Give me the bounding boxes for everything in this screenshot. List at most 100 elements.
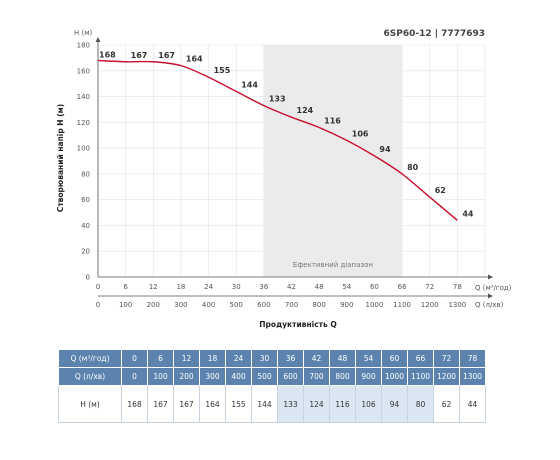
x2-axis-arrow: [488, 293, 493, 299]
table-cell: 155: [225, 385, 252, 423]
y-axis-arrow: [95, 37, 101, 42]
x-tick-labels-lmin: 0 100 200 300 400 500 600 700 800 900 1000 1100 1200…: [96, 301, 467, 309]
efficient-range-band: [263, 45, 403, 277]
table-cell: 6: [147, 349, 174, 368]
table-cell: 24: [225, 349, 252, 368]
data-label: 94: [379, 145, 391, 154]
y-tick-labels: 0 20 40 60 80 100 120 140 160 180: [77, 42, 90, 282]
data-labels: 168 167 167 164 155 144 133 124 116 106 94 80 62 44: [99, 50, 474, 218]
table-cell: 300: [199, 367, 226, 386]
table-row: Q (л/хв) 0 100 200 300 400 500 600 700 800 900 1000…: [58, 367, 486, 386]
x2-tick-label: 700: [285, 301, 298, 309]
y-axis-title: Створюваний напір Н (м): [56, 104, 65, 212]
table-cell: 42: [303, 349, 330, 368]
y-tick-label: 160: [77, 67, 90, 75]
x-tick-label: 30: [232, 283, 241, 291]
data-label: 133: [269, 95, 286, 104]
table-cell: 44: [459, 385, 486, 423]
table-cell: 116: [329, 385, 356, 423]
y-tick-label: 20: [81, 248, 90, 256]
table-cell: 200: [173, 367, 200, 386]
table-cell: 54: [355, 349, 382, 368]
x2-tick-label: 400: [202, 301, 215, 309]
x2-tick-label: 0: [96, 301, 100, 309]
x-tick-label: 36: [259, 283, 268, 291]
data-label: 44: [462, 209, 474, 218]
y-tick-label: 120: [77, 119, 90, 127]
data-label: 62: [435, 186, 446, 195]
x2-tick-label: 900: [340, 301, 353, 309]
table-cell: 1200: [433, 367, 460, 386]
table-cell: 94: [381, 385, 408, 423]
table-cell: 700: [303, 367, 330, 386]
table-cell: 106: [355, 385, 382, 423]
table-cell: 400: [225, 367, 252, 386]
table-cell: 144: [251, 385, 278, 423]
data-label: 167: [158, 51, 175, 60]
data-label: 167: [131, 51, 148, 60]
table-cell: 133: [277, 385, 304, 423]
y-tick-label: 180: [77, 42, 90, 50]
x2-tick-label: 300: [174, 301, 187, 309]
data-label: 155: [214, 66, 231, 75]
performance-table: Q (м³/год) 0 6 12 18 24 30 36 42 48 54 60 66 72 78 Q (л…: [58, 349, 486, 423]
row-label: Q (л/хв): [58, 367, 122, 386]
data-label: 164: [186, 55, 203, 64]
x-tick-labels-m3h: 0 6 12 18 24 30 36 42 48 54 60 66 72 78: [96, 283, 462, 291]
table-cell: 36: [277, 349, 304, 368]
data-label: 124: [297, 106, 314, 115]
data-label: 106: [352, 129, 369, 138]
row-label: Н (м): [58, 385, 122, 423]
table-cell: 1000: [381, 367, 408, 386]
table-cell: 66: [407, 349, 434, 368]
table-cell: 167: [173, 385, 200, 423]
x-tick-label: 18: [176, 283, 185, 291]
table-cell: 80: [407, 385, 434, 423]
x-tick-label: 12: [149, 283, 158, 291]
table-cell: 18: [199, 349, 226, 368]
table-cell: 124: [303, 385, 330, 423]
table-cell: 500: [251, 367, 278, 386]
data-label: 116: [324, 116, 341, 125]
x-tick-label: 78: [453, 283, 462, 291]
table-cell: 48: [329, 349, 356, 368]
x-tick-label: 60: [370, 283, 379, 291]
x-tick-label: 6: [123, 283, 128, 291]
table-cell: 800: [329, 367, 356, 386]
row-label: Q (м³/год): [58, 349, 122, 368]
y-tick-label: 40: [81, 222, 90, 230]
x2-tick-label: 200: [147, 301, 160, 309]
table-cell: 900: [355, 367, 382, 386]
x-tick-label: 0: [96, 283, 100, 291]
head-curve: [97, 59, 458, 221]
table-cell: 0: [121, 367, 148, 386]
table-cell: 60: [381, 349, 408, 368]
data-label: 144: [241, 80, 258, 89]
x-axis-unit-lmin: Q (л/хв): [475, 301, 504, 309]
x2-tick-label: 1000: [366, 301, 384, 309]
chart-axes: [95, 37, 493, 299]
table-row: Н (м) 168 167 167 164 155 144 133 124 116 106 94 80 6…: [58, 385, 486, 423]
x2-tick-label: 100: [119, 301, 132, 309]
data-label: 168: [99, 50, 116, 59]
x-axis-unit-m3h: Q (м³/год): [475, 284, 512, 292]
y-tick-label: 100: [77, 145, 90, 153]
x-tick-label: 54: [342, 283, 351, 291]
y-tick-label: 60: [81, 196, 90, 204]
x2-tick-label: 1100: [393, 301, 411, 309]
chart-title: 6SP60-12 | 7777693: [383, 29, 485, 39]
table-cell: 600: [277, 367, 304, 386]
x2-tick-label: 500: [230, 301, 243, 309]
y-axis-unit: Н (м): [74, 29, 93, 37]
x-tick-label: 42: [287, 283, 296, 291]
x-axis-arrow: [488, 274, 493, 280]
x2-tick-label: 1200: [421, 301, 439, 309]
y-tick-label: 140: [77, 93, 90, 101]
table-cell: 164: [199, 385, 226, 423]
y-tick-label: 0: [86, 274, 90, 282]
pump-curve-chart: Ефективний діапазон 02040608010012014016…: [56, 29, 512, 329]
x2-tick-label: 600: [257, 301, 270, 309]
y-tick-label: 80: [81, 170, 90, 178]
table-cell: 168: [121, 385, 148, 423]
table-cell: 167: [147, 385, 174, 423]
